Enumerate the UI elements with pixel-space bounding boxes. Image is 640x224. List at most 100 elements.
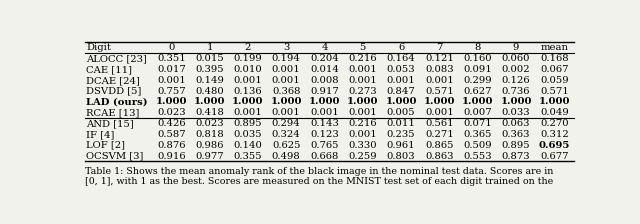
Text: 0.917: 0.917 [310, 87, 339, 96]
Text: 0.736: 0.736 [502, 87, 531, 96]
Text: 1.000: 1.000 [462, 97, 493, 106]
Text: AND [15]: AND [15] [86, 119, 134, 128]
Text: 8: 8 [475, 43, 481, 52]
Text: 0.270: 0.270 [540, 119, 569, 128]
Text: 0.001: 0.001 [234, 76, 262, 85]
Text: 0.271: 0.271 [425, 130, 454, 139]
Text: 0.063: 0.063 [502, 119, 531, 128]
Text: 0.351: 0.351 [157, 54, 186, 63]
Text: 0.627: 0.627 [463, 87, 492, 96]
Text: 0.363: 0.363 [502, 130, 531, 139]
Text: 0.001: 0.001 [348, 76, 377, 85]
Text: 0.695: 0.695 [539, 141, 570, 150]
Text: 0.017: 0.017 [157, 65, 186, 74]
Text: 0.060: 0.060 [502, 54, 531, 63]
Text: 0.123: 0.123 [310, 130, 339, 139]
Text: DSVDD [5]: DSVDD [5] [86, 87, 142, 96]
Text: 0.865: 0.865 [425, 141, 454, 150]
Text: 0.001: 0.001 [272, 108, 301, 117]
Text: LAD (ours): LAD (ours) [86, 97, 148, 106]
Text: 1.000: 1.000 [385, 97, 417, 106]
Text: 9: 9 [513, 43, 519, 52]
Text: 4: 4 [321, 43, 328, 52]
Text: 1.000: 1.000 [424, 97, 455, 106]
Text: 0.194: 0.194 [272, 54, 301, 63]
Text: 0.001: 0.001 [272, 65, 301, 74]
Text: 1: 1 [206, 43, 213, 52]
Text: 0.757: 0.757 [157, 87, 186, 96]
Text: 6: 6 [398, 43, 404, 52]
Text: 0.164: 0.164 [387, 54, 415, 63]
Text: 0.121: 0.121 [425, 54, 454, 63]
Text: 0.561: 0.561 [425, 119, 454, 128]
Text: 0.873: 0.873 [502, 151, 531, 161]
Text: 0.067: 0.067 [540, 65, 568, 74]
Text: 1.000: 1.000 [156, 97, 187, 106]
Text: OCSVM [3]: OCSVM [3] [86, 151, 144, 161]
Text: 0.023: 0.023 [195, 119, 224, 128]
Text: 0.001: 0.001 [425, 76, 454, 85]
Text: 0.312: 0.312 [540, 130, 569, 139]
Text: 0.961: 0.961 [387, 141, 415, 150]
Text: 1.000: 1.000 [308, 97, 340, 106]
Text: 0.001: 0.001 [157, 76, 186, 85]
Text: Table 1: Shows the mean anomaly rank of the black image in the nominal test data: Table 1: Shows the mean anomaly rank of … [85, 167, 554, 186]
Text: 0.803: 0.803 [387, 151, 415, 161]
Text: 0.571: 0.571 [425, 87, 454, 96]
Text: 0.083: 0.083 [425, 65, 454, 74]
Text: 0.977: 0.977 [195, 151, 224, 161]
Text: mean: mean [540, 43, 568, 52]
Text: 0.368: 0.368 [272, 87, 300, 96]
Text: 1.000: 1.000 [539, 97, 570, 106]
Text: 0.426: 0.426 [157, 119, 186, 128]
Text: 0.136: 0.136 [234, 87, 262, 96]
Text: 0.199: 0.199 [234, 54, 262, 63]
Text: 3: 3 [283, 43, 289, 52]
Text: 0.007: 0.007 [463, 108, 492, 117]
Text: 0.168: 0.168 [540, 54, 569, 63]
Text: 0.273: 0.273 [349, 87, 377, 96]
Text: 0.235: 0.235 [387, 130, 415, 139]
Text: 0.625: 0.625 [272, 141, 300, 150]
Text: 0.160: 0.160 [463, 54, 492, 63]
Text: 0.355: 0.355 [234, 151, 262, 161]
Text: 0.418: 0.418 [195, 108, 224, 117]
Text: 0.143: 0.143 [310, 119, 339, 128]
Text: 7: 7 [436, 43, 443, 52]
Text: 0.059: 0.059 [540, 76, 569, 85]
Text: 0.053: 0.053 [387, 65, 415, 74]
Text: DCAE [24]: DCAE [24] [86, 76, 140, 85]
Text: 0.008: 0.008 [310, 76, 339, 85]
Text: 0.216: 0.216 [349, 119, 377, 128]
Text: LOF [2]: LOF [2] [86, 141, 125, 150]
Text: 5: 5 [360, 43, 366, 52]
Text: 0.765: 0.765 [310, 141, 339, 150]
Text: 0.587: 0.587 [157, 130, 186, 139]
Text: 0.847: 0.847 [387, 87, 415, 96]
Text: 0.001: 0.001 [348, 130, 377, 139]
Text: 0.259: 0.259 [349, 151, 377, 161]
Text: 0.126: 0.126 [502, 76, 531, 85]
Text: 0.553: 0.553 [463, 151, 492, 161]
Text: 0.010: 0.010 [234, 65, 262, 74]
Text: 0.668: 0.668 [310, 151, 339, 161]
Text: 1.000: 1.000 [347, 97, 379, 106]
Text: 0.395: 0.395 [195, 65, 224, 74]
Text: 0.324: 0.324 [272, 130, 301, 139]
Text: 0.091: 0.091 [463, 65, 492, 74]
Text: 0.480: 0.480 [195, 87, 224, 96]
Text: 0.299: 0.299 [463, 76, 492, 85]
Text: 0.498: 0.498 [272, 151, 301, 161]
Text: 0.002: 0.002 [502, 65, 531, 74]
Text: 0.330: 0.330 [349, 141, 377, 150]
Text: 0.033: 0.033 [502, 108, 531, 117]
Text: 0.001: 0.001 [234, 108, 262, 117]
Text: CAE [11]: CAE [11] [86, 65, 132, 74]
Text: 2: 2 [244, 43, 251, 52]
Text: 0.677: 0.677 [540, 151, 568, 161]
Text: 0.895: 0.895 [502, 141, 531, 150]
Text: 1.000: 1.000 [232, 97, 264, 106]
Text: 0.149: 0.149 [195, 76, 224, 85]
Text: ALOCC [23]: ALOCC [23] [86, 54, 147, 63]
Text: 0.023: 0.023 [157, 108, 186, 117]
